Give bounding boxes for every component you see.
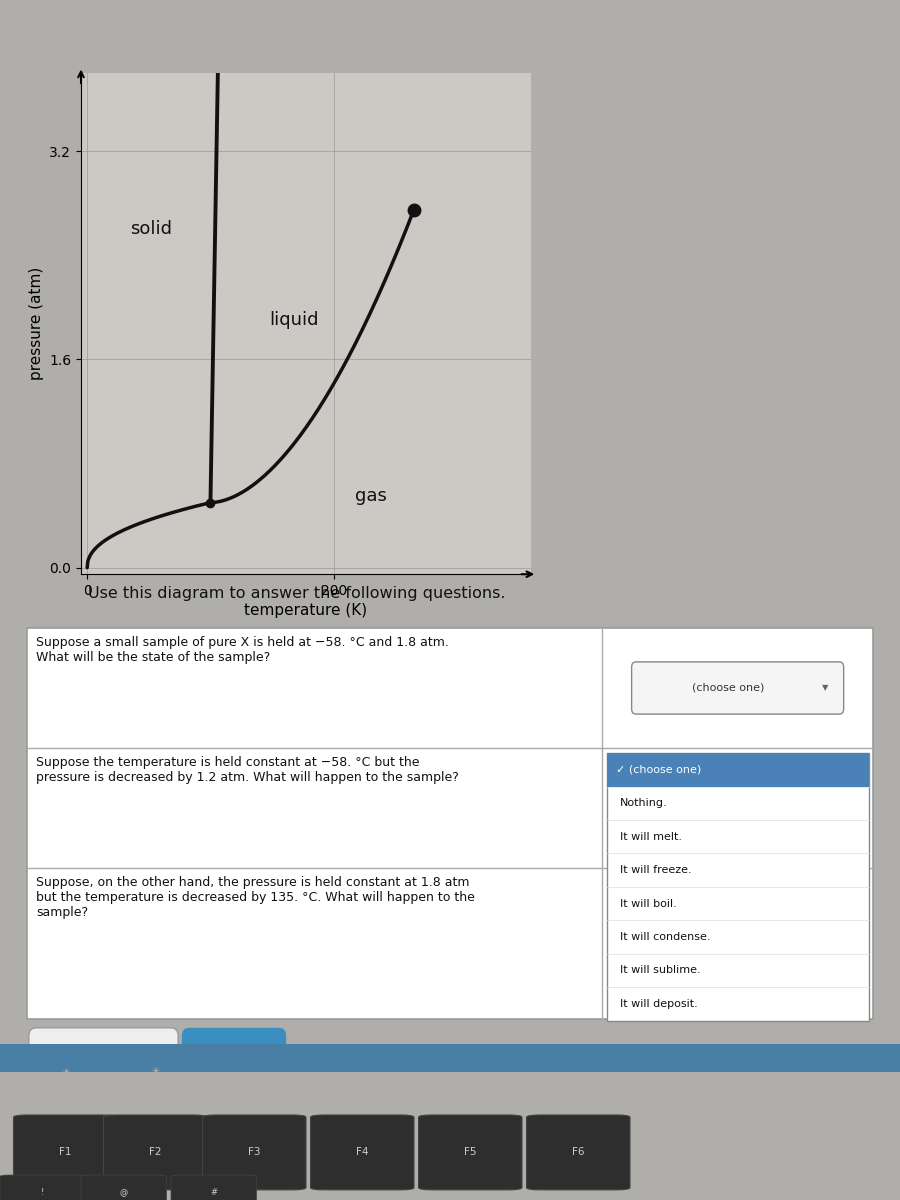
Text: ▼: ▼: [823, 684, 829, 692]
FancyBboxPatch shape: [81, 1175, 166, 1200]
Text: @: @: [120, 1188, 128, 1196]
Text: !: !: [41, 1188, 44, 1196]
Text: It will boil.: It will boil.: [620, 899, 677, 908]
FancyBboxPatch shape: [29, 1028, 178, 1084]
Text: F3: F3: [248, 1147, 260, 1158]
FancyBboxPatch shape: [526, 1115, 630, 1190]
Text: Check: Check: [215, 1050, 253, 1062]
FancyBboxPatch shape: [0, 1044, 900, 1072]
FancyBboxPatch shape: [14, 1115, 117, 1190]
FancyBboxPatch shape: [202, 1115, 306, 1190]
Text: gas: gas: [355, 487, 387, 505]
Text: It will condense.: It will condense.: [620, 932, 711, 942]
Text: F4: F4: [356, 1147, 368, 1158]
Text: Suppose the temperature is held constant at −58. °C but the
pressure is decrease: Suppose the temperature is held constant…: [36, 756, 459, 785]
Text: Suppose a small sample of pure X is held at −58. °C and 1.8 atm.
What will be th: Suppose a small sample of pure X is held…: [36, 636, 449, 665]
Text: #: #: [211, 1188, 217, 1196]
FancyBboxPatch shape: [632, 662, 843, 714]
FancyBboxPatch shape: [27, 628, 873, 1020]
FancyBboxPatch shape: [418, 1115, 522, 1190]
FancyBboxPatch shape: [171, 1175, 256, 1200]
X-axis label: temperature (K): temperature (K): [245, 604, 367, 618]
FancyBboxPatch shape: [182, 1028, 286, 1084]
Text: ☀: ☀: [150, 1067, 160, 1078]
Text: ☀: ☀: [61, 1067, 69, 1078]
FancyBboxPatch shape: [104, 1115, 207, 1190]
Text: It will sublime.: It will sublime.: [620, 965, 701, 976]
Text: Nothing.: Nothing.: [620, 798, 668, 809]
FancyBboxPatch shape: [310, 1115, 414, 1190]
Text: F2: F2: [149, 1147, 161, 1158]
Text: F6: F6: [572, 1147, 584, 1158]
Text: It will melt.: It will melt.: [620, 832, 682, 841]
Text: (choose one): (choose one): [692, 683, 765, 692]
Text: Use this diagram to answer the following questions.: Use this diagram to answer the following…: [88, 586, 506, 601]
Text: Suppose, on the other hand, the pressure is held constant at 1.8 atm
but the tem: Suppose, on the other hand, the pressure…: [36, 876, 475, 919]
Text: It will deposit.: It will deposit.: [620, 998, 698, 1009]
FancyBboxPatch shape: [607, 754, 868, 787]
Text: solid: solid: [130, 221, 172, 239]
Text: F1: F1: [59, 1147, 71, 1158]
Text: liquid: liquid: [269, 311, 319, 329]
Text: ✓ (choose one): ✓ (choose one): [616, 764, 701, 775]
FancyBboxPatch shape: [607, 754, 868, 1020]
Text: Explanation: Explanation: [67, 1050, 140, 1062]
Text: It will freeze.: It will freeze.: [620, 865, 692, 875]
Y-axis label: pressure (atm): pressure (atm): [29, 268, 43, 380]
FancyBboxPatch shape: [0, 1175, 86, 1200]
Text: F5: F5: [464, 1147, 476, 1158]
